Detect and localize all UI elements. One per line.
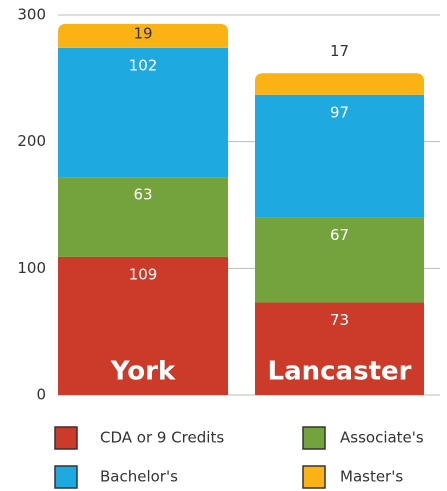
bar-segment [58, 23, 228, 48]
bar-segment [255, 94, 424, 218]
data-label: 73 [330, 311, 349, 329]
bar-segment [255, 73, 424, 95]
y-tick-label: 200 [17, 132, 46, 150]
category-label: York [110, 357, 176, 387]
y-tick-label: 0 [36, 386, 46, 404]
data-label: 17 [330, 42, 349, 60]
bar-segment [58, 256, 228, 395]
legend-swatch [302, 465, 326, 489]
y-tick-label: 100 [17, 259, 46, 277]
bar-segment [255, 302, 424, 395]
category-label: Lancaster [268, 357, 412, 387]
data-label: 63 [133, 186, 152, 204]
legend-label: CDA or 9 Credits [100, 429, 224, 447]
bar-segment [58, 47, 228, 178]
legend-swatch [302, 426, 326, 450]
legend-label: Bachelor's [100, 468, 178, 486]
legend-label: Master's [340, 468, 403, 486]
data-label: 109 [129, 265, 158, 283]
legend-swatch [54, 426, 78, 450]
data-label: 97 [330, 103, 349, 121]
y-tick-label: 300 [17, 6, 46, 24]
data-label: 19 [133, 24, 152, 42]
data-label: 102 [129, 56, 158, 74]
data-label: 67 [330, 226, 349, 244]
bar-segment [58, 177, 228, 257]
legend-label: Associate's [340, 429, 424, 447]
bar-segment [255, 217, 424, 303]
legend-swatch [54, 465, 78, 489]
